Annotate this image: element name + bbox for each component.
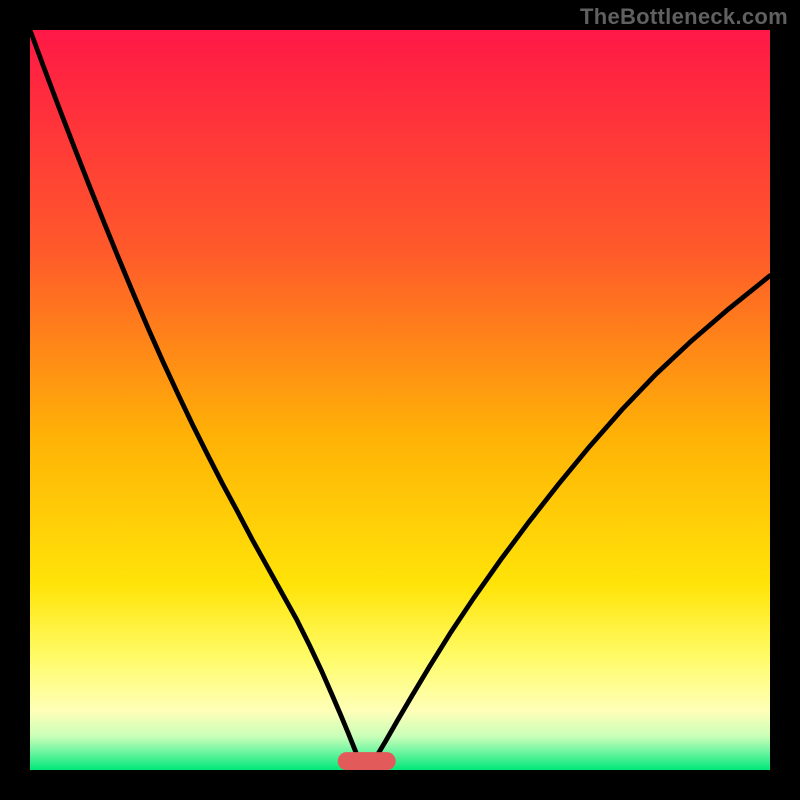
gradient-chart [30, 30, 770, 770]
plot-area [30, 30, 770, 770]
outer-frame: TheBottleneck.com [0, 0, 800, 800]
watermark-text: TheBottleneck.com [580, 4, 788, 30]
bottleneck-marker [338, 752, 396, 770]
chart-background [30, 30, 770, 770]
